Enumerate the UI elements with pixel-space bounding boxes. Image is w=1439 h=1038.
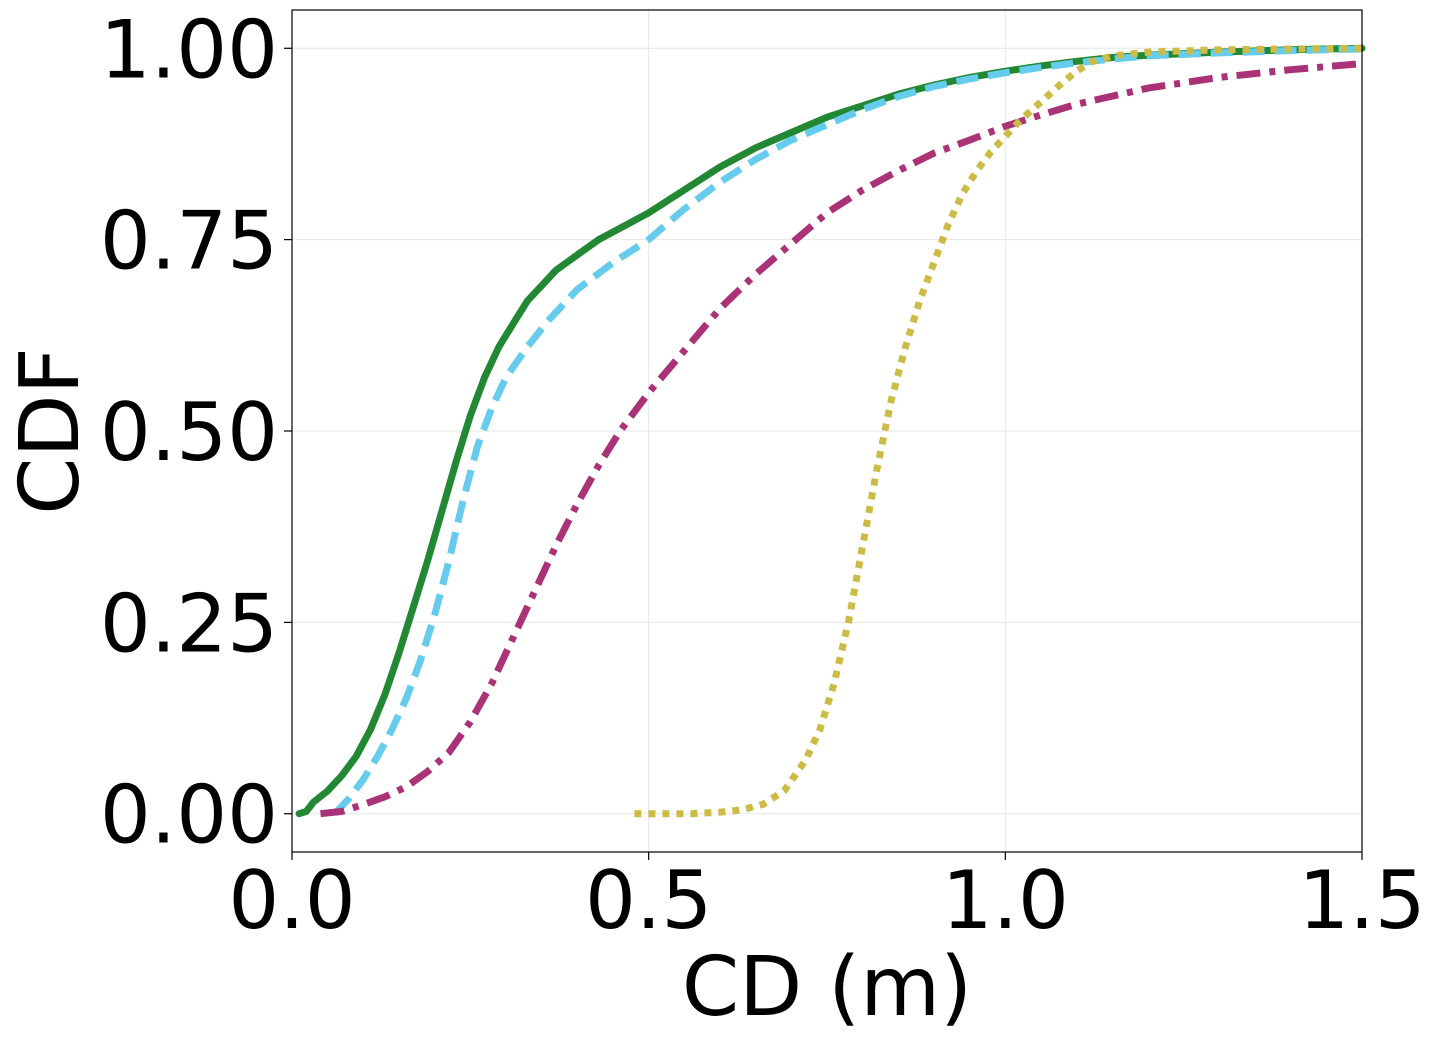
y-tick-label: 0.25 <box>100 577 278 670</box>
x-tick-label: 0.5 <box>585 854 712 947</box>
x-tick-label: 1.5 <box>1298 854 1425 947</box>
series-line-dashed-cyan <box>332 45 1363 817</box>
y-tick-label: 0.50 <box>100 386 278 479</box>
series-line-solid-green <box>295 44 1366 818</box>
x-tick-label: 1.0 <box>942 854 1069 947</box>
series-lines <box>295 44 1366 818</box>
series-line-dotted-olive <box>634 44 1363 818</box>
series-line-dashdot-magenta <box>320 60 1363 818</box>
y-axis-label: CDF <box>3 347 98 515</box>
y-tick-label: 0.00 <box>100 769 278 862</box>
axis-ticks: 0.0 0.5 1.0 1.5 0.00 0.25 0.50 0.75 1.00 <box>100 3 1426 947</box>
x-tick-label: 0.0 <box>228 854 355 947</box>
y-tick-label: 0.75 <box>100 195 278 288</box>
x-axis-label: CD (m) <box>682 940 972 1035</box>
y-tick-label: 1.00 <box>100 3 278 96</box>
grid-lines <box>291 10 1363 852</box>
